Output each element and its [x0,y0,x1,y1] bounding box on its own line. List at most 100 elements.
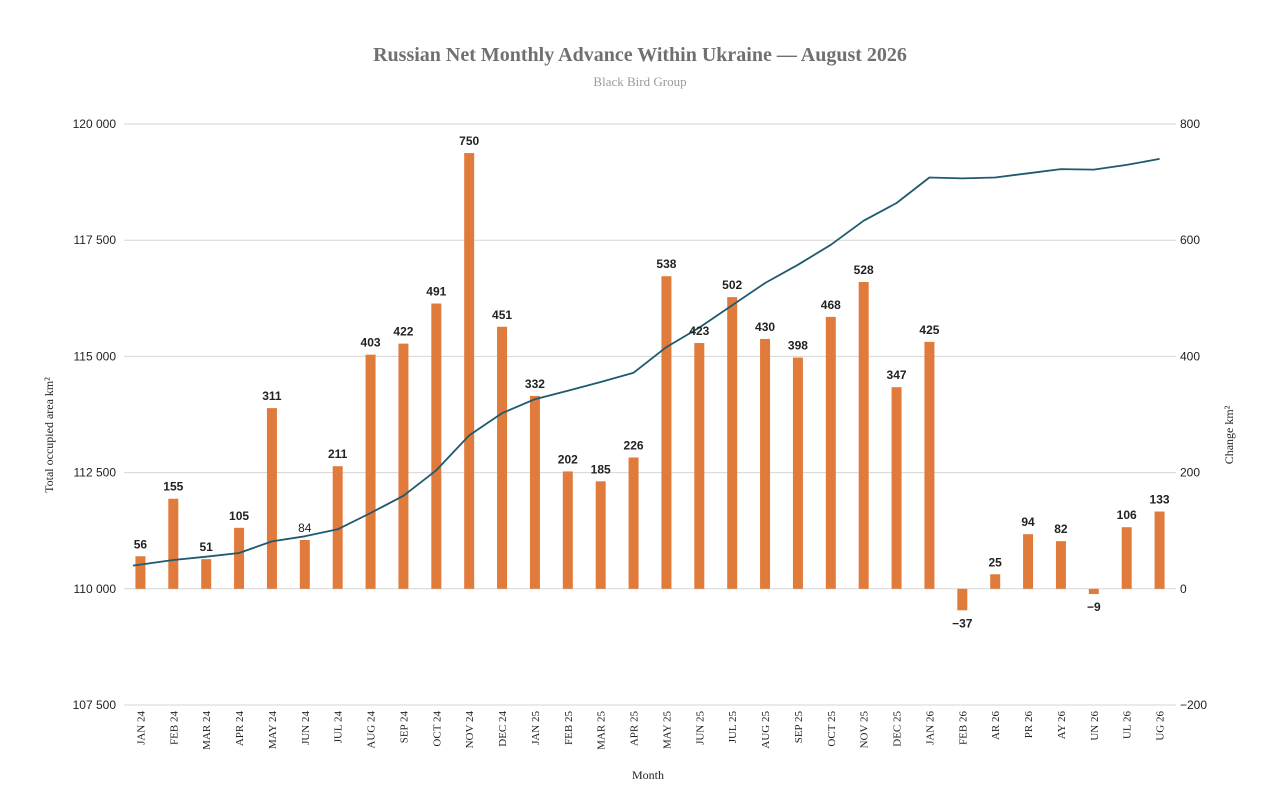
bar-ay-26 [1055,541,1066,589]
bar-value-label: −9 [1087,600,1101,614]
x-tick-label: APR 24 [234,711,246,747]
bar-feb-25 [562,471,573,589]
x-tick-label: MAY 24 [267,711,279,750]
bar-value-label: 155 [163,480,183,494]
x-tick-label: DEC 25 [892,711,904,747]
bar-apr-25 [628,457,639,589]
x-tick-label: JUN 25 [694,711,706,745]
x-tick-label: JAN 25 [530,711,542,745]
bar-sep-25 [792,357,803,589]
line-series [132,158,1160,567]
bar-may-24 [266,408,277,589]
right-tick-label: 400 [1180,349,1200,363]
x-tick-label: MAY 25 [661,711,673,750]
x-tick-label: FEB 26 [957,711,969,745]
bar-value-label: 56 [134,537,148,551]
bar-value-label: 422 [393,325,413,339]
x-tick-label: AR 26 [990,711,1002,741]
bar-value-label: 211 [328,447,348,461]
chart-subtitle: Black Bird Group [593,74,686,89]
x-tick-label: JUL 25 [727,711,739,744]
bar-oct-24 [431,303,442,589]
bar-feb-26 [957,588,968,611]
x-tick-label: OCT 24 [431,711,443,747]
x-tick-label: JAN 26 [924,711,936,745]
bar-ug-26 [1154,511,1165,589]
bar-series [135,153,1165,611]
x-tick-label: SEP 24 [398,711,410,744]
x-tick-label: JUN 24 [300,711,312,745]
bar-dec-25 [891,387,902,589]
left-tick-label: 110 000 [74,582,117,596]
bar-apr-24 [234,527,245,589]
x-tick-label: UL 26 [1122,711,1134,740]
bar-un-26 [1088,588,1099,595]
x-tick-label: AUG 25 [760,711,772,749]
right-tick-label: 800 [1180,117,1200,131]
x-tick-label: NOV 24 [464,711,476,749]
x-tick-label: FEB 24 [168,711,180,745]
bar-oct-25 [825,316,836,589]
bar-value-label: 226 [624,438,644,452]
x-axis-ticks: JAN 24 FEB 24 MAR 24 APR 24 MAY 24 JUN 24 JUL … [135,711,1166,750]
bar-nov-24 [464,153,475,589]
bar-value-label: 133 [1150,493,1170,507]
x-tick-label: JAN 24 [135,711,147,745]
bar-dec-24 [497,326,508,589]
bar-jan-25 [529,395,540,589]
bar-value-label: −37 [952,616,973,630]
bar-aug-24 [365,354,376,589]
left-tick-label: 115 000 [74,349,117,363]
left-tick-label: 112 500 [74,466,117,480]
bar-ar-26 [990,574,1001,589]
bar-value-label: 468 [821,298,841,312]
x-tick-label: PR 26 [1023,711,1035,739]
bar-value-label: 425 [919,323,939,337]
bar-value-label: 502 [722,278,742,292]
bar-value-label: 423 [689,324,709,338]
left-tick-label: 107 500 [73,698,117,712]
bar-value-labels: 56 155 51 105 311 84 211 403 422 491 750 451 332 202 1… [134,134,1170,630]
bar-value-label: 538 [656,257,676,271]
x-tick-label: OCT 25 [826,711,838,747]
x-tick-label: DEC 24 [497,711,509,747]
x-tick-label: AUG 24 [366,711,378,749]
right-tick-label: 600 [1180,233,1200,247]
x-tick-label: AY 26 [1056,711,1068,740]
right-axis-ticks: −200 0 200 400 600 800 [1180,117,1207,712]
bar-value-label: 51 [200,540,214,554]
bar-value-label: 202 [558,452,578,466]
bar-value-label: 311 [262,389,282,403]
bar-feb-24 [168,498,179,589]
x-tick-label: NOV 25 [859,711,871,749]
bar-value-label: 185 [591,462,611,476]
bar-aug-25 [760,338,771,589]
x-tick-label: UG 26 [1155,711,1167,741]
x-tick-label: APR 25 [629,711,641,747]
bar-ul-26 [1121,527,1132,589]
bar-value-label: 332 [525,377,545,391]
bar-value-label: 403 [361,336,381,350]
bar-mar-24 [201,559,212,589]
left-tick-label: 117 500 [74,233,117,247]
left-axis-label: Total occupied area km² [42,377,56,493]
x-tick-label: MAR 24 [201,711,213,750]
x-tick-label: SEP 25 [793,711,805,744]
gridlines [124,123,1176,706]
x-axis-label: Month [632,768,664,782]
bar-value-label: 25 [989,555,1003,569]
x-tick-label: UN 26 [1089,711,1101,741]
left-axis-ticks: 107 500 110 000 112 500 115 000 117 500 120 0… [73,117,117,712]
bar-jun-25 [694,343,705,589]
bar-value-label: 430 [755,320,775,334]
bar-jan-26 [924,341,935,589]
right-tick-label: 200 [1180,466,1200,480]
bar-may-25 [661,276,672,589]
bar-value-label: 105 [229,509,249,523]
bar-value-label: 398 [788,339,808,353]
left-tick-label: 120 000 [73,117,117,131]
bar-value-label: 528 [854,263,874,277]
bar-value-label: 94 [1021,515,1035,529]
bar-mar-25 [595,481,606,589]
